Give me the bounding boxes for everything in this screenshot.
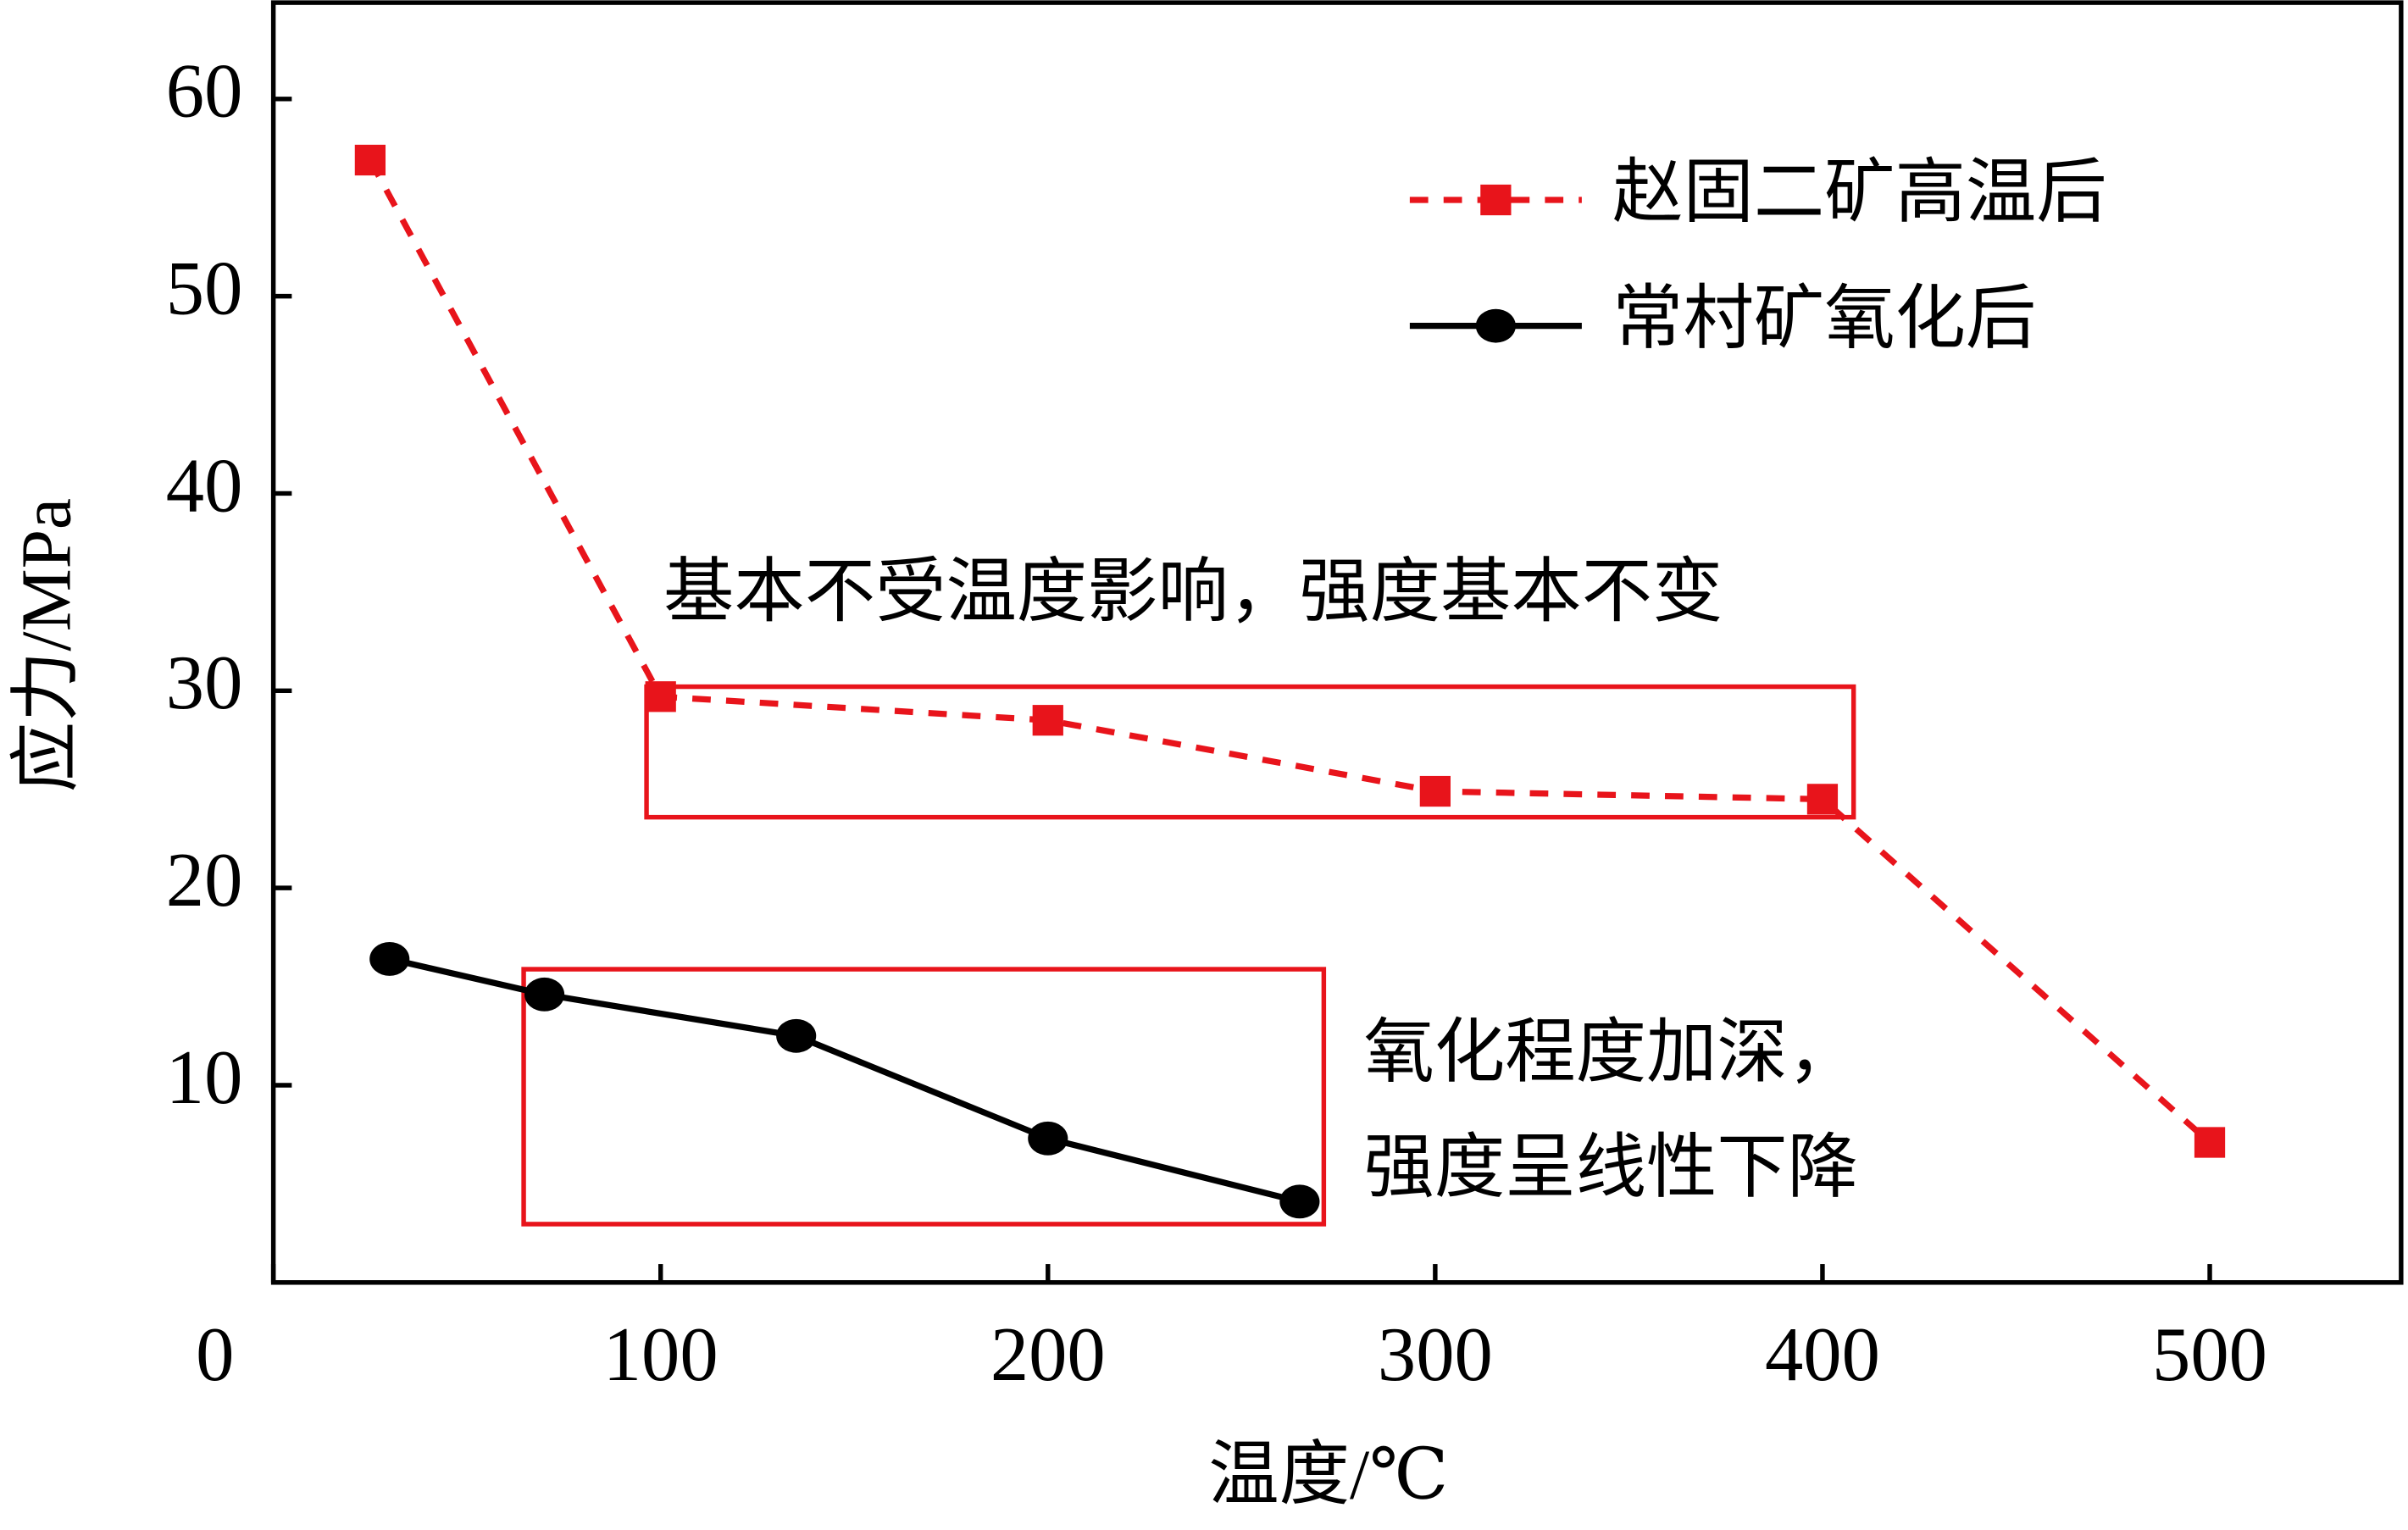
annotation: 基本不受温度影响，强度基本不变: [663, 553, 1723, 631]
y-tick-label: 20: [166, 837, 243, 923]
x-tick-label: 0: [196, 1311, 234, 1397]
plot-frame: [270, 0, 2404, 1285]
annotation: 强度呈线性下降: [1364, 1129, 1859, 1207]
legend-marker: [1480, 184, 1512, 216]
highlight-box: [521, 967, 1327, 1227]
data-point: [1028, 1121, 1068, 1156]
y-tick-label: 60: [166, 48, 243, 134]
x-tick-label: 400: [1765, 1311, 1880, 1397]
legend-label: 赵固二矿高温后: [1612, 154, 2107, 232]
y-tick-label: 40: [166, 442, 243, 528]
data-point: [1419, 775, 1451, 807]
x-tick-label: 200: [990, 1311, 1106, 1397]
legend-label: 常村矿氧化后: [1612, 280, 2036, 358]
data-point: [354, 144, 386, 176]
y-tick-label: 10: [166, 1034, 243, 1120]
data-point: [1279, 1184, 1320, 1219]
x-tick-label: 100: [603, 1311, 719, 1397]
y-tick-label: 30: [166, 640, 243, 725]
x-tick-label: 500: [2152, 1311, 2267, 1397]
highlight-box: [644, 684, 1856, 820]
data-point: [776, 1018, 817, 1053]
x-tick-label: 300: [1378, 1311, 1493, 1397]
annotation: 氧化程度加深，: [1364, 1014, 1859, 1092]
series-line: [367, 158, 2212, 1145]
x-axis-label: 温度/℃: [1208, 1437, 1448, 1515]
data-point: [1032, 705, 1063, 736]
data-point: [369, 942, 410, 976]
y-axis-label: 应力/MPa: [8, 498, 86, 792]
data-point: [2194, 1127, 2226, 1158]
y-tick-label: 50: [166, 245, 243, 330]
legend-marker: [1475, 308, 1516, 343]
data-point: [645, 681, 676, 712]
data-point: [1806, 784, 1839, 815]
data-point: [524, 977, 565, 1012]
